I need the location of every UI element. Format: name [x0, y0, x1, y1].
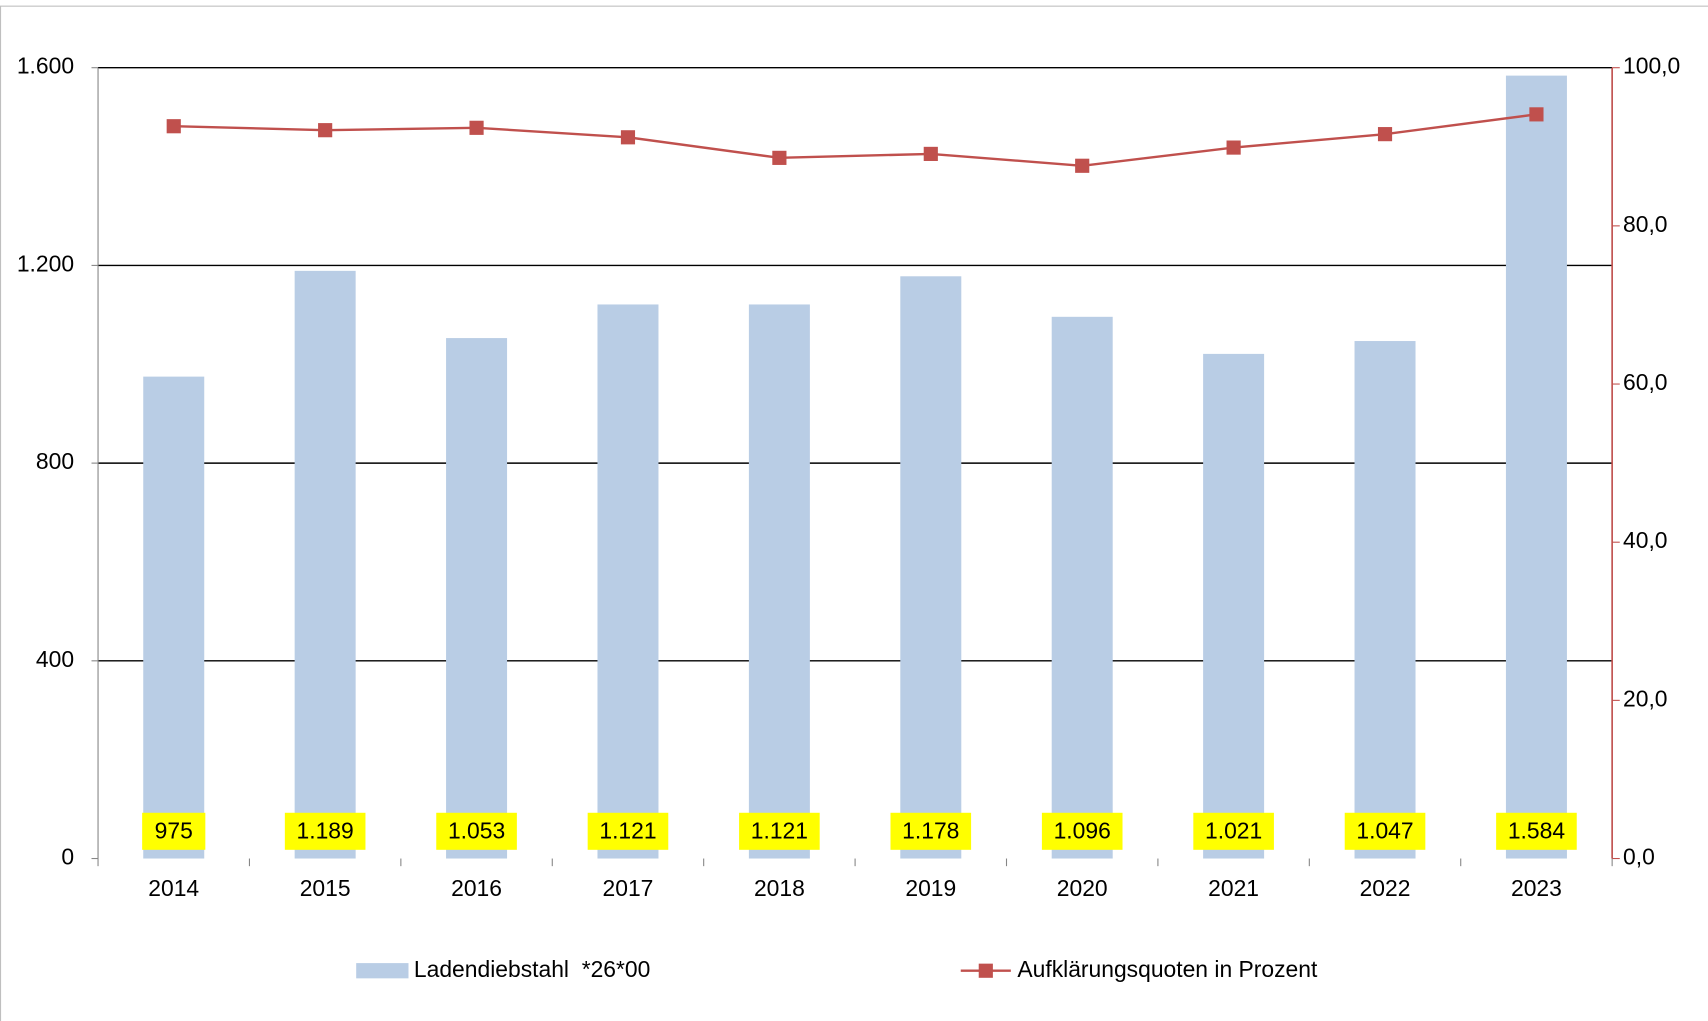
legend-label: Aufklärungsquoten in Prozent — [1017, 956, 1318, 982]
y2-tick-label: 40,0 — [1623, 527, 1667, 553]
data-label: 1.021 — [1205, 817, 1262, 843]
legend-swatch — [356, 963, 409, 979]
data-label: 1.189 — [297, 817, 354, 843]
bar — [1354, 341, 1416, 859]
bar — [748, 304, 810, 859]
data-label-box — [284, 812, 366, 850]
marker — [1529, 107, 1544, 122]
data-label-box — [1193, 812, 1274, 850]
marker — [166, 119, 181, 134]
y2-tick-label: 60,0 — [1623, 369, 1667, 395]
marker — [318, 123, 333, 138]
bar — [1203, 353, 1265, 859]
chart-frame — [0, 5, 1708, 1021]
y-tick-label: 1.600 — [17, 53, 74, 79]
bar — [294, 270, 356, 859]
data-label-box — [739, 812, 820, 850]
data-label: 1.178 — [902, 817, 959, 843]
marker — [1226, 140, 1241, 155]
marker — [1075, 158, 1090, 173]
x-tick-label: 2014 — [148, 875, 199, 901]
data-label-box — [1496, 812, 1577, 850]
marker — [469, 120, 484, 135]
x-tick-label: 2017 — [603, 875, 654, 901]
data-label: 1.096 — [1054, 817, 1111, 843]
y-tick-label: 0 — [61, 844, 74, 870]
y2-tick-label: 20,0 — [1623, 685, 1667, 711]
y-tick-label: 400 — [36, 646, 74, 672]
data-label: 1.584 — [1508, 817, 1565, 843]
bar — [1505, 75, 1567, 859]
y2-tick-label: 80,0 — [1623, 211, 1667, 237]
y2-tick-label: 100,0 — [1623, 53, 1680, 79]
data-label: 1.121 — [751, 817, 808, 843]
x-tick-label: 2023 — [1511, 875, 1562, 901]
bar — [143, 376, 205, 859]
line — [173, 113, 1537, 167]
marker — [620, 130, 636, 145]
data-label: 1.053 — [448, 817, 505, 843]
x-tick-label: 2021 — [1208, 875, 1259, 901]
y-tick-label: 800 — [36, 448, 74, 474]
data-label-box — [436, 812, 517, 850]
bar — [597, 304, 659, 859]
data-label-box — [587, 812, 669, 850]
x-tick-label: 2022 — [1360, 875, 1411, 901]
bar — [446, 338, 508, 859]
x-tick-label: 2018 — [754, 875, 805, 901]
data-label-box — [890, 812, 972, 850]
x-tick-label: 2015 — [300, 875, 351, 901]
marker — [1377, 127, 1393, 142]
data-label-box — [1344, 812, 1426, 850]
bar — [900, 276, 962, 859]
data-label-box — [142, 812, 206, 850]
marker — [772, 150, 787, 165]
x-tick-label: 2019 — [905, 875, 956, 901]
marker — [923, 146, 938, 161]
data-label: 1.047 — [1356, 817, 1413, 843]
x-tick-label: 2020 — [1057, 875, 1108, 901]
y-tick-label: 1.200 — [17, 250, 74, 276]
legend-marker — [978, 963, 993, 978]
data-label-box — [1041, 812, 1123, 850]
data-label: 1.121 — [599, 817, 656, 843]
x-tick-label: 2016 — [451, 875, 502, 901]
bar — [1051, 316, 1113, 859]
legend-label: Ladendiebstahl *26*00 — [414, 956, 650, 982]
y2-tick-label: 0,0 — [1623, 844, 1655, 870]
data-label: 975 — [155, 817, 193, 843]
